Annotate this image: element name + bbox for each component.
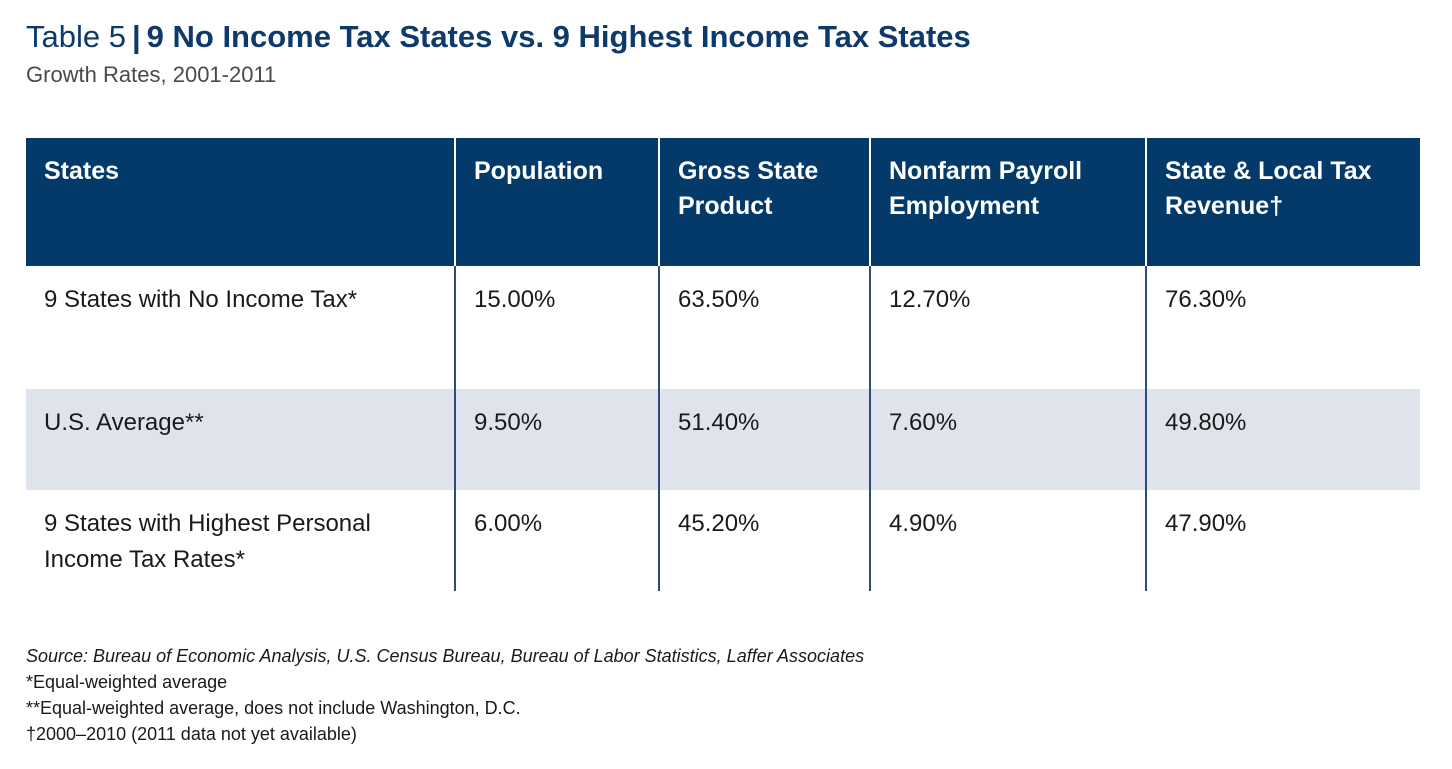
cell-population: 9.50% xyxy=(454,389,659,490)
cell-state-local-tax-revenue: 49.80% xyxy=(1145,389,1420,490)
cell-population: 15.00% xyxy=(454,266,659,389)
cell-nonfarm-payroll-employment: 12.70% xyxy=(869,266,1146,389)
title-separator: | xyxy=(131,19,141,54)
footnote-dagger: †2000–2010 (2011 data not yet available) xyxy=(26,724,357,744)
cell-gross-state-product: 45.20% xyxy=(658,490,870,591)
column-header-states: States xyxy=(26,138,455,266)
source-note: Source: Bureau of Economic Analysis, U.S… xyxy=(26,646,865,666)
column-header-gross-state-product: Gross State Product xyxy=(658,138,870,266)
cell-state-local-tax-revenue: 76.30% xyxy=(1145,266,1420,389)
column-header-nonfarm-payroll-employment: Nonfarm Payroll Employment xyxy=(869,138,1146,266)
cell-population: 6.00% xyxy=(454,490,659,591)
footnote-single-asterisk: *Equal-weighted average xyxy=(26,672,228,692)
cell-state-local-tax-revenue: 47.90% xyxy=(1145,490,1420,591)
column-header-state-local-tax-revenue: State & Local Tax Revenue† xyxy=(1145,138,1420,266)
table-number: Table 5 xyxy=(26,19,126,54)
header-row: States Population Gross State Product No… xyxy=(26,138,1420,266)
table-subtitle: Growth Rates, 2001-2011 xyxy=(26,62,277,87)
table-row: 9 States with No Income Tax* 15.00% 63.5… xyxy=(26,266,1420,389)
row-label: 9 States with No Income Tax* xyxy=(26,266,455,389)
cell-gross-state-product: 63.50% xyxy=(658,266,870,389)
column-header-population: Population xyxy=(454,138,659,266)
cell-nonfarm-payroll-employment: 4.90% xyxy=(869,490,1146,591)
cell-nonfarm-payroll-employment: 7.60% xyxy=(869,389,1146,490)
table-row: U.S. Average** 9.50% 51.40% 7.60% 49.80% xyxy=(26,389,1420,490)
cell-gross-state-product: 51.40% xyxy=(658,389,870,490)
table-row: 9 States with Highest Personal Income Ta… xyxy=(26,490,1420,591)
row-label: U.S. Average** xyxy=(26,389,455,490)
growth-rates-table: States Population Gross State Product No… xyxy=(26,138,1420,591)
table-notes: Source: Bureau of Economic Analysis, U.S… xyxy=(26,643,864,747)
title-main: 9 No Income Tax States vs. 9 Highest Inc… xyxy=(146,19,971,54)
data-table: States Population Gross State Product No… xyxy=(26,138,1420,591)
row-label: 9 States with Highest Personal Income Ta… xyxy=(26,490,455,591)
footnote-double-asterisk: **Equal-weighted average, does not inclu… xyxy=(26,698,521,718)
table-title: Table 5 | 9 No Income Tax States vs. 9 Hig… xyxy=(26,18,971,56)
